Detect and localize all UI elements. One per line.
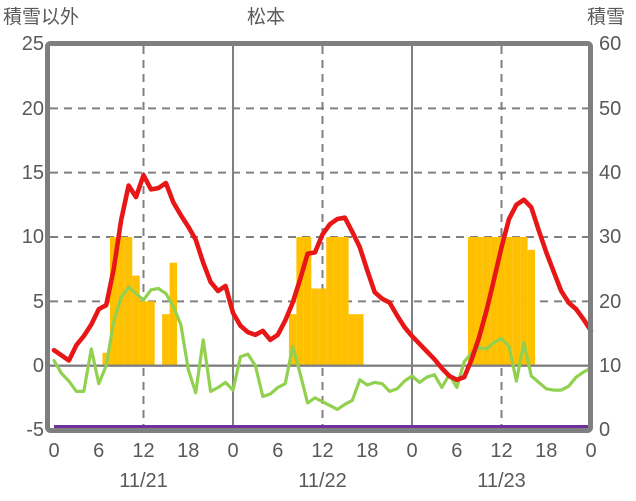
x-axis-tick: 18 — [535, 440, 558, 462]
right-axis-tick: 50 — [599, 98, 622, 120]
orange-bar — [303, 237, 312, 366]
x-axis-tick: 12 — [490, 440, 513, 462]
orange-bar — [467, 237, 476, 366]
date-label: 11/21 — [119, 470, 168, 492]
orange-bar — [132, 275, 140, 366]
orange-bar — [326, 237, 334, 366]
left-axis-tick: 10 — [21, 226, 44, 248]
left-axis-tick: 5 — [32, 291, 44, 313]
orange-bar — [520, 237, 528, 366]
orange-bar — [288, 314, 297, 366]
orange-bar — [527, 249, 536, 366]
right-axis-title: 積雪 — [587, 7, 626, 28]
right-axis-tick: 10 — [599, 355, 622, 377]
orange-bar — [109, 237, 118, 366]
x-axis-tick: 6 — [93, 440, 105, 462]
orange-bar — [505, 237, 513, 366]
left-axis-tick: 25 — [21, 33, 44, 55]
orange-bar — [475, 237, 483, 366]
orange-bar — [139, 301, 148, 366]
orange-bar — [490, 237, 498, 366]
orange-bar — [147, 301, 155, 366]
orange-bar — [162, 314, 170, 366]
chart-frame — [45, 41, 593, 433]
x-axis-tick: 12 — [132, 440, 155, 462]
date-label: 11/22 — [298, 470, 347, 492]
chart-title: 松本 — [247, 7, 286, 28]
left-axis-tick: 0 — [32, 355, 44, 377]
right-axis-tick: 60 — [599, 33, 622, 55]
green-line — [52, 285, 593, 411]
orange-bar — [318, 288, 327, 366]
x-axis-tick: 0 — [585, 440, 597, 462]
right-axis-tick: 20 — [599, 291, 622, 313]
orange-bar — [341, 237, 349, 366]
x-axis-tick: 0 — [406, 440, 418, 462]
orange-bar — [356, 314, 364, 366]
orange-bar — [348, 314, 357, 366]
date-label: 11/23 — [477, 470, 526, 492]
x-axis-tick: 18 — [356, 440, 379, 462]
right-axis-tick: 40 — [599, 162, 622, 184]
left-axis-tick: -5 — [26, 419, 44, 441]
orange-bar — [333, 237, 342, 366]
orange-bar — [296, 237, 304, 366]
orange-bar — [497, 237, 506, 366]
x-axis-tick: 18 — [177, 440, 200, 462]
left-axis-tick: 20 — [21, 98, 44, 120]
x-axis-tick: 6 — [451, 440, 463, 462]
x-axis-tick: 0 — [227, 440, 239, 462]
left-axis-title: 積雪以外 — [3, 7, 80, 28]
x-axis-tick: 0 — [48, 440, 60, 462]
red-line — [51, 172, 594, 383]
orange-bar — [169, 262, 178, 366]
orange-bar — [124, 237, 133, 366]
left-axis-tick: 15 — [21, 162, 44, 184]
right-axis-tick: 0 — [599, 419, 611, 441]
x-axis-tick: 12 — [311, 440, 334, 462]
right-axis-tick: 30 — [599, 226, 622, 248]
orange-bar — [512, 237, 521, 366]
orange-bar — [311, 288, 319, 366]
x-axis-tick: 6 — [272, 440, 284, 462]
